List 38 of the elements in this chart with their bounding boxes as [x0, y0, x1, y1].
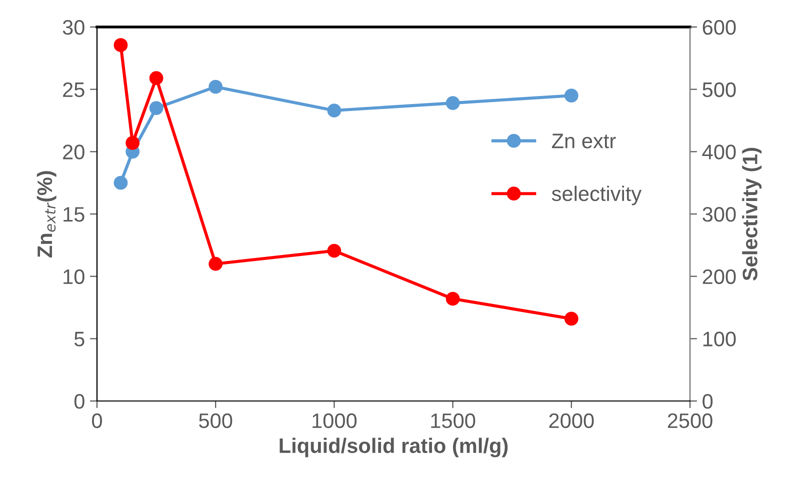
- point: [149, 101, 164, 115]
- x-axis-title: Liquid/solid ratio (ml/g): [280, 438, 508, 458]
- x-tick-label: 1000: [312, 413, 357, 428]
- y-tick-label: 15: [64, 207, 84, 222]
- legend-label: selectivity: [552, 186, 642, 206]
- y-tick-label: 5: [74, 332, 84, 346]
- y-tick-label: 0: [74, 394, 84, 409]
- y2-tick-label: 300: [702, 207, 736, 222]
- y2-tick-label: 100: [703, 332, 736, 346]
- x-tick-label: 500: [199, 413, 232, 428]
- y2-axis-title: Selectivity (1): [742, 148, 762, 281]
- y2-tick-label: 500: [702, 82, 736, 98]
- y2-tick-label: 0: [702, 394, 713, 409]
- point: [446, 96, 460, 110]
- x-tick-label: 1500: [431, 413, 476, 428]
- point: [564, 312, 578, 326]
- y-tick-label: 20: [63, 144, 84, 160]
- x-tick-label: 2500: [668, 413, 712, 428]
- y-tick-label: 30: [62, 20, 84, 35]
- point: [327, 244, 342, 258]
- x-tick-label: 0: [92, 413, 102, 428]
- point: [208, 80, 223, 94]
- y2-tick-label: 600: [702, 20, 736, 35]
- point: [208, 256, 223, 271]
- point: [327, 104, 342, 118]
- point: [126, 136, 140, 150]
- y2-tick-label: 200: [702, 269, 736, 284]
- y-tick-label: 10: [64, 269, 84, 284]
- x-tick-label: 2000: [549, 413, 594, 428]
- point: [446, 292, 460, 306]
- point: [114, 38, 128, 52]
- point: [114, 176, 128, 190]
- point: [564, 88, 578, 103]
- point: [149, 71, 164, 86]
- y-tick-label: 25: [63, 82, 84, 98]
- legend-label: Zn extr: [552, 134, 616, 148]
- y-axis-title: Zn$_{extr}$(%): [36, 171, 56, 258]
- y2-tick-label: 400: [702, 144, 736, 160]
